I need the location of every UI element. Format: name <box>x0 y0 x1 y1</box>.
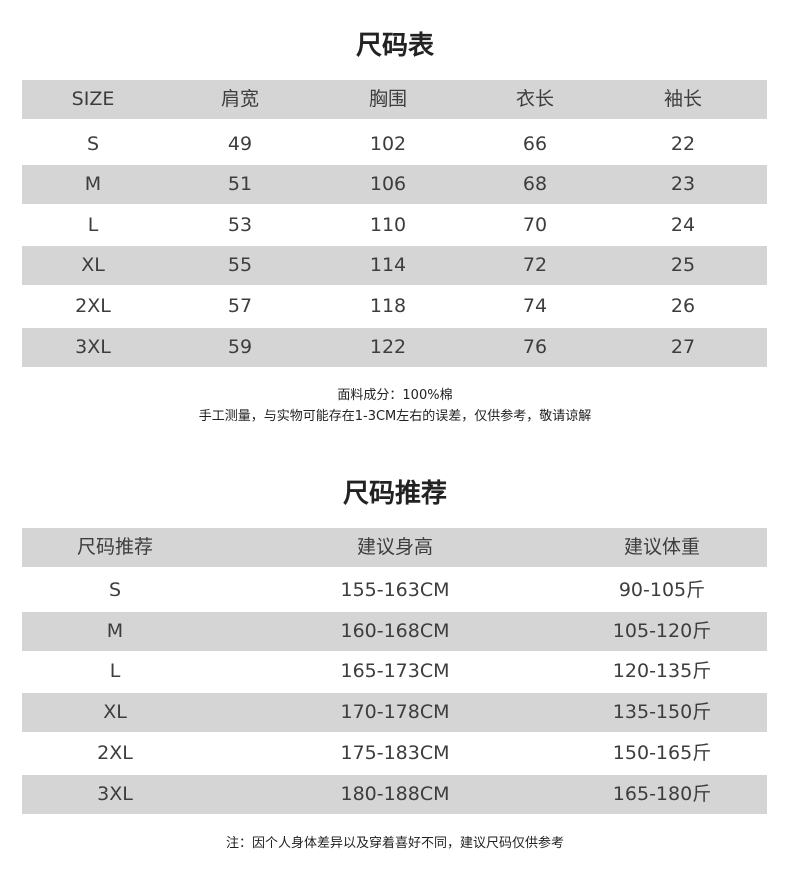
table-cell: S <box>86 133 100 155</box>
header-cell: 尺码推荐 <box>76 536 154 558</box>
table-row: XL 55 114 72 25 <box>22 246 767 285</box>
table-cell: L <box>109 660 121 682</box>
table-cell: 23 <box>670 173 696 195</box>
header-cell: 衣长 <box>515 88 555 110</box>
table-cell: 155-163CM <box>340 579 450 601</box>
table-cell: 68 <box>522 173 548 195</box>
recommendation-note: 注：因个人身体差异以及穿着喜好不同，建议尺码仅供参考 <box>225 836 564 851</box>
table-cell: 55 <box>227 254 253 276</box>
header-row: 尺码推荐 建议身高 建议体重 <box>22 528 767 567</box>
table-cell: 2XL <box>97 742 133 764</box>
table-cell: 24 <box>670 214 696 236</box>
table-cell: 170-178CM <box>340 701 450 723</box>
table-cell: 122 <box>369 336 407 358</box>
fabric-note: 面料成分：100%棉 <box>337 388 453 403</box>
table-row: 3XL 180-188CM 165-180斤 <box>22 775 767 814</box>
table-cell: 110 <box>369 214 407 236</box>
table-row: L 165-173CM 120-135斤 <box>22 652 767 691</box>
table-cell: 66 <box>522 133 548 155</box>
table-cell: 51 <box>227 173 253 195</box>
table-cell: 102 <box>369 133 407 155</box>
table-cell: 25 <box>670 254 696 276</box>
header-cell: 袖长 <box>663 88 703 110</box>
header-cell: SIZE <box>71 88 115 110</box>
table-cell: 26 <box>670 295 696 317</box>
table-cell: 165-173CM <box>340 660 450 682</box>
table-cell: 49 <box>227 133 253 155</box>
table-cell: 27 <box>670 336 696 358</box>
header-row: SIZE 肩宽 胸围 衣长 袖长 <box>22 80 767 119</box>
table-cell: XL <box>81 254 105 276</box>
table-cell: M <box>84 173 102 195</box>
table-cell: 70 <box>522 214 548 236</box>
measurement-note: 手工测量，与实物可能存在1-3CM左右的误差，仅供参考，敬请谅解 <box>198 409 592 424</box>
table-cell: 3XL <box>97 783 133 805</box>
table-row: M 51 106 68 23 <box>22 165 767 204</box>
header-cell: 胸围 <box>368 88 408 110</box>
table-cell: 118 <box>369 295 407 317</box>
table-cell: 53 <box>227 214 253 236</box>
table-row: S 155-163CM 90-105斤 <box>22 571 767 610</box>
table-cell: 57 <box>227 295 253 317</box>
table-cell: 76 <box>522 336 548 358</box>
table-cell: 150-165斤 <box>612 742 712 764</box>
header-cell: 建议体重 <box>623 536 701 558</box>
table-cell: 160-168CM <box>340 620 450 642</box>
table-cell: XL <box>103 701 127 723</box>
table-cell: M <box>106 620 124 642</box>
table-cell: 175-183CM <box>340 742 450 764</box>
header-cell: 建议身高 <box>356 536 434 558</box>
table-cell: L <box>87 214 99 236</box>
table-cell: 90-105斤 <box>618 579 706 601</box>
table-row: S 49 102 66 22 <box>22 125 767 164</box>
size-chart-title: 尺码表 <box>355 31 434 61</box>
table-cell: 105-120斤 <box>612 620 712 642</box>
table-row: 2XL 57 118 74 26 <box>22 287 767 326</box>
table-cell: 106 <box>369 173 407 195</box>
table-cell: 22 <box>670 133 696 155</box>
table-cell: 2XL <box>75 295 111 317</box>
table-cell: 114 <box>369 254 407 276</box>
table-row: L 53 110 70 24 <box>22 206 767 245</box>
table-cell: 72 <box>522 254 548 276</box>
table-cell: 120-135斤 <box>612 660 712 682</box>
header-cell: 肩宽 <box>220 88 260 110</box>
table-row: M 160-168CM 105-120斤 <box>22 612 767 651</box>
table-row: 2XL 175-183CM 150-165斤 <box>22 734 767 773</box>
table-cell: 165-180斤 <box>612 783 712 805</box>
table-row: XL 170-178CM 135-150斤 <box>22 693 767 732</box>
table-cell: 135-150斤 <box>612 701 712 723</box>
table-cell: 74 <box>522 295 548 317</box>
recommendation-title: 尺码推荐 <box>342 479 447 509</box>
table-cell: S <box>108 579 122 601</box>
table-cell: 180-188CM <box>340 783 450 805</box>
table-row: 3XL 59 122 76 27 <box>22 328 767 367</box>
table-cell: 59 <box>227 336 253 358</box>
table-cell: 3XL <box>75 336 111 358</box>
